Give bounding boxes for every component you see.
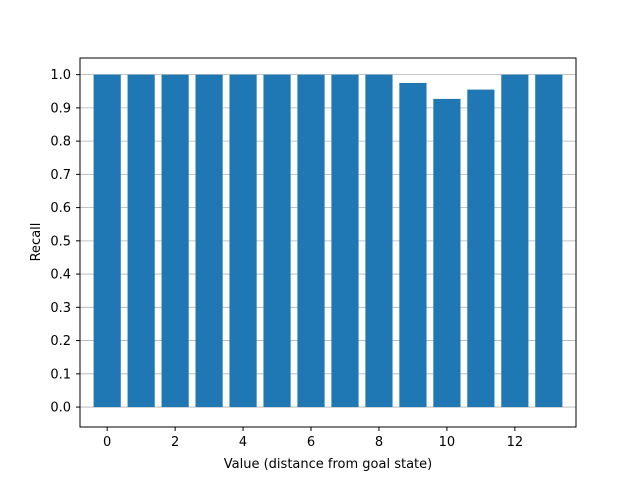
bar-3	[195, 74, 223, 408]
bar-0	[93, 74, 121, 408]
y-tick-label-2: 0.2	[50, 334, 71, 349]
bar-8	[365, 74, 393, 408]
bars	[93, 74, 563, 408]
bar-7	[331, 74, 359, 408]
axes-frame	[79, 57, 577, 428]
y-ticks: 0.0 0.1 0.2 0.3 0.4 0.5 0.6 0.7 0.8 0.9 1.0	[50, 68, 80, 416]
axes-spines	[79, 57, 577, 428]
x-tick-label-8: 8	[375, 435, 383, 450]
y-tick-label-7: 0.7	[50, 168, 71, 183]
x-tick-label-10: 10	[439, 435, 456, 450]
bar-12	[501, 74, 529, 408]
y-tick-label-1: 0.1	[50, 367, 71, 382]
x-tick-label-2: 2	[171, 435, 179, 450]
y-tick-label-9: 0.9	[50, 101, 71, 116]
bar-5	[263, 74, 291, 408]
x-tick-label-0: 0	[103, 435, 111, 450]
x-tick-label-12: 12	[507, 435, 524, 450]
y-tick-label-10: 1.0	[50, 68, 71, 83]
y-tick-label-0: 0.0	[50, 401, 71, 416]
bar-2	[161, 74, 189, 408]
bar-13	[535, 74, 563, 408]
y-tick-label-4: 0.4	[50, 268, 71, 283]
bar-11	[467, 89, 495, 408]
x-axis-label: Value (distance from goal state)	[224, 457, 432, 472]
x-ticks: 0 2 4 6 8 10 12	[103, 427, 523, 450]
y-tick-label-5: 0.5	[50, 234, 71, 249]
x-tick-label-6: 6	[307, 435, 315, 450]
bar-1	[127, 74, 155, 408]
y-tick-label-3: 0.3	[50, 301, 71, 316]
bar-6	[297, 74, 325, 408]
bar-10	[433, 98, 461, 408]
bar-9	[399, 82, 427, 408]
y-axis-label: Recall	[29, 223, 44, 262]
bar-4	[229, 74, 257, 408]
x-tick-label-4: 4	[239, 435, 247, 450]
y-tick-label-6: 0.6	[50, 201, 71, 216]
y-tick-label-8: 0.8	[50, 135, 71, 150]
